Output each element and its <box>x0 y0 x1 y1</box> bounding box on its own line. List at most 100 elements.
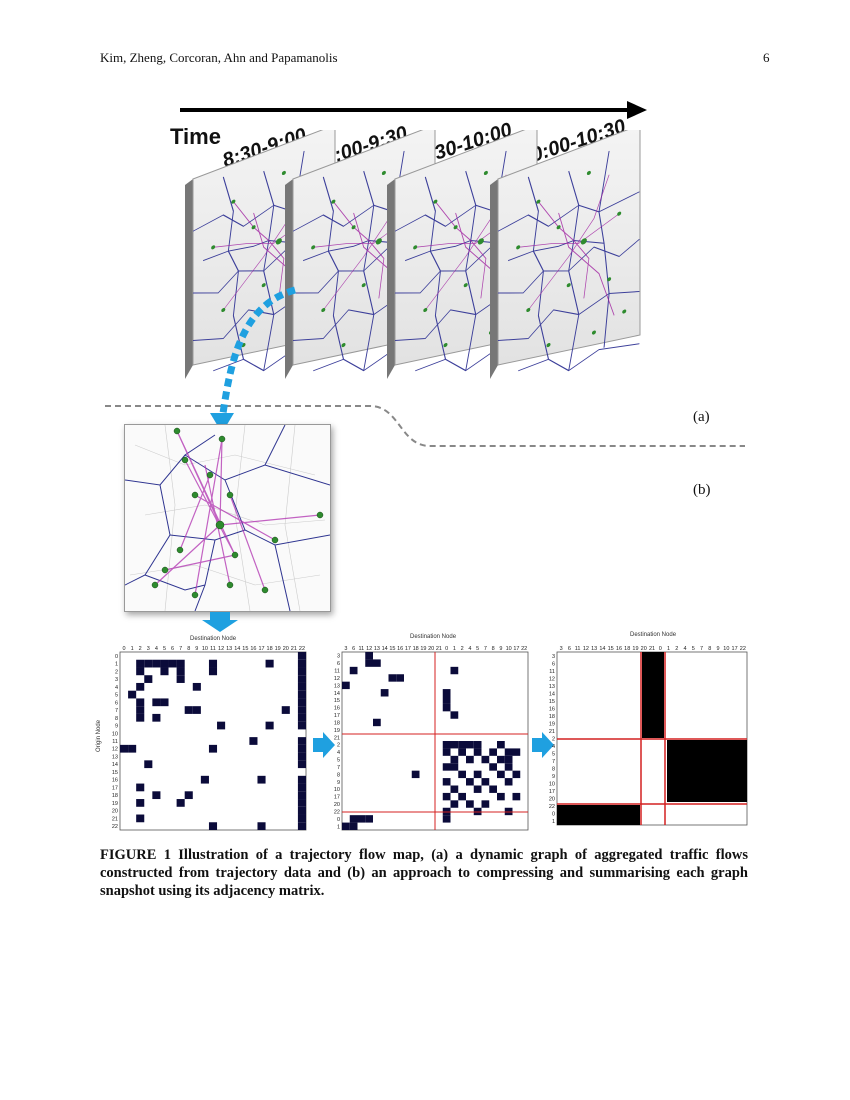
matrix2-col-tick: 7 <box>484 646 487 652</box>
matrix1-cell <box>208 744 218 753</box>
matrix2-cell <box>365 659 373 667</box>
matrix1-col-tick: 19 <box>275 646 281 652</box>
matrix2-cell <box>458 748 466 756</box>
matrix2-cell <box>349 815 358 823</box>
matrix2-cell <box>342 822 350 830</box>
matrix2-cell <box>504 807 513 816</box>
matrix3-row-tick: 16 <box>549 706 555 712</box>
matrix1-cell <box>152 713 161 722</box>
matrix1-cell <box>136 814 145 823</box>
matrix2-col-tick: 9 <box>499 646 502 652</box>
matrix3-col-tick: 15 <box>608 646 614 652</box>
matrix2-row-tick: 7 <box>337 765 340 771</box>
matrix1-cell <box>249 737 258 745</box>
matrix3-row-tick: 3 <box>552 654 555 660</box>
matrix1-cell <box>136 698 145 707</box>
matrix2-cell <box>450 755 459 764</box>
matrix3-row-tick: 15 <box>549 699 555 705</box>
matrix1-cell <box>297 675 306 683</box>
matrix2-cell <box>504 763 513 771</box>
panel-b-label: (b) <box>693 482 711 498</box>
matrix2-col-tick: 6 <box>352 646 355 652</box>
matrix3-row-tick: 4 <box>552 744 555 750</box>
matrix2-row-tick: 21 <box>334 735 340 741</box>
matrix2-col-tick: 1 <box>453 646 456 652</box>
matrix1-origin-label: Origin Node <box>96 719 102 752</box>
matrix2-cell <box>473 807 482 816</box>
matrix3-row-tick: 20 <box>549 797 555 803</box>
matrix2-destination-label: Destination Node <box>410 634 457 640</box>
matrix1-cell <box>297 752 306 761</box>
matrix3-col-tick: 12 <box>583 646 589 652</box>
matrix2-cell <box>365 815 373 823</box>
matrix2-col-tick: 8 <box>492 646 495 652</box>
matrix1-row-tick: 8 <box>115 716 118 722</box>
matrix2-cell <box>497 755 505 764</box>
matrix2-row-tick: 13 <box>334 683 340 689</box>
matrix1-cell <box>297 713 306 722</box>
matrix3-col-tick: 3 <box>560 646 563 652</box>
matrix2-cell <box>512 770 521 779</box>
matrix1-cell <box>297 659 306 668</box>
matrix3-blocks <box>557 652 747 825</box>
matrix1-cell <box>297 799 306 807</box>
matrix3-row-tick: 10 <box>549 782 555 788</box>
matrix2-row-tick: 12 <box>334 676 340 682</box>
matrix1-cell <box>160 698 169 707</box>
matrix3-row-tick: 17 <box>549 789 555 795</box>
matrix1-cell <box>265 659 274 668</box>
matrix2-cell <box>466 755 474 764</box>
matrix2-cell <box>349 822 358 830</box>
figure-caption: FIGURE 1 Illustration of a trajectory fl… <box>100 847 748 899</box>
matrix2-cell <box>388 674 397 682</box>
matrix1-cell <box>297 806 306 815</box>
matrix2-cell <box>481 800 490 808</box>
matrix2-cell <box>450 763 459 771</box>
matrix2-cell <box>466 800 474 808</box>
matrix2-cell <box>466 741 474 749</box>
down-arrow <box>202 612 238 632</box>
matrix1-cell <box>217 721 226 730</box>
matrix2-cell <box>411 770 420 779</box>
matrix3-col-tick: 18 <box>624 646 630 652</box>
matrix2-col-tick: 17 <box>513 646 519 652</box>
matrix1-col-tick: 5 <box>163 646 166 652</box>
matrix3-col-tick: 17 <box>732 646 738 652</box>
matrix2-col-tick: 21 <box>436 646 442 652</box>
matrix2-block-lines <box>342 652 528 830</box>
panel-divider <box>105 405 745 447</box>
matrix2-cell <box>473 741 482 749</box>
matrix1-col-tick: 21 <box>291 646 297 652</box>
matrix2-col-tick: 5 <box>476 646 479 652</box>
matrix2-cell <box>458 741 466 749</box>
matrix1-cell <box>257 822 266 830</box>
matrix2-row-tick: 3 <box>337 654 340 660</box>
matrix1-col-tick: 18 <box>267 646 273 652</box>
matrix1-cell <box>136 713 145 722</box>
matrix1-cell <box>136 667 145 676</box>
matrix1-cell <box>128 690 137 699</box>
matrix2-cell <box>396 674 404 682</box>
matrix1-cell <box>184 706 193 714</box>
matrix-arrow-2 <box>532 732 554 758</box>
matrix1-cell <box>297 783 306 792</box>
matrix3-row-tick: 5 <box>552 752 555 758</box>
matrix3-row-tick: 6 <box>552 661 555 667</box>
matrix2-cell <box>489 763 497 771</box>
matrix1-cell <box>200 775 209 784</box>
map-snapshots <box>185 130 641 399</box>
matrix2-cell <box>489 785 497 793</box>
matrix1-row-tick: 13 <box>112 754 118 760</box>
matrix1-row-tick: 4 <box>115 685 118 691</box>
matrix2-row-tick: 15 <box>334 698 340 704</box>
matrix3-col-tick: 21 <box>649 646 655 652</box>
matrix1-cell <box>297 737 306 745</box>
matrix2-cell <box>504 778 513 786</box>
matrix2-row-tick: 2 <box>337 743 340 749</box>
matrix2-col-tick: 10 <box>506 646 512 652</box>
matrix1-cell <box>160 667 169 676</box>
matrix3-col-tick: 5 <box>692 646 695 652</box>
matrix2-col-tick: 18 <box>413 646 419 652</box>
matrix3-row-tick: 7 <box>552 759 555 765</box>
matrix2-cell <box>489 748 497 756</box>
